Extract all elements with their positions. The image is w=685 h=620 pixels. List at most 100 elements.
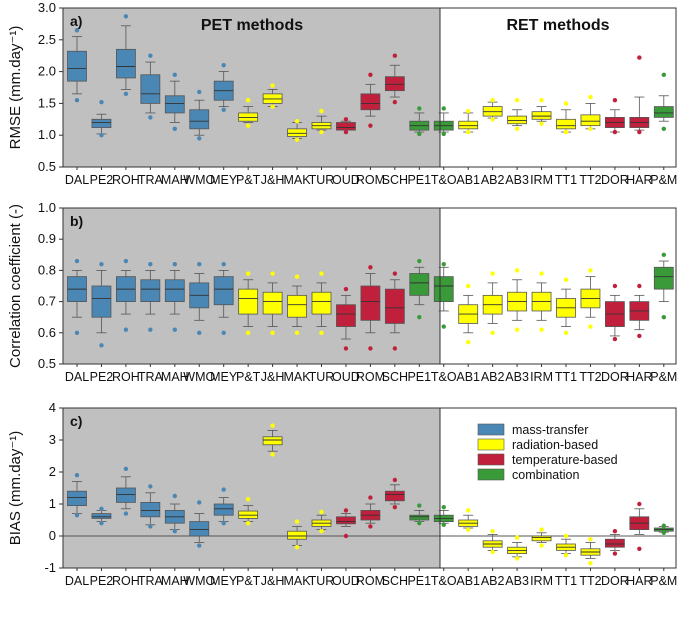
x-tick-label: IRM — [530, 173, 553, 187]
x-tick-label: PE1 — [407, 574, 431, 588]
outlier-mah — [172, 493, 177, 499]
outlier-mah — [172, 126, 177, 132]
box-mah — [164, 279, 185, 303]
outlier-tt1 — [563, 330, 569, 335]
outlier-irm — [539, 527, 544, 532]
outlier-tando — [441, 522, 446, 527]
outlier-mey — [221, 521, 226, 526]
x-tick-label: ROH — [112, 370, 140, 384]
x-tick-label: HAR — [626, 173, 652, 187]
outlier-dor — [612, 129, 618, 135]
outlier-mak — [294, 330, 300, 335]
box-pandm — [653, 266, 674, 290]
x-tick-label: MEY — [210, 370, 238, 384]
outlier-irm — [539, 121, 544, 126]
box-dal — [67, 50, 87, 82]
outlier-pandm — [661, 523, 666, 528]
outlier-pandm — [661, 530, 666, 535]
y-tick-label: 3 — [49, 432, 56, 447]
x-tick-label: MAH — [161, 370, 189, 384]
x-tick-label: TT2 — [579, 574, 601, 588]
y-tick-label: 1 — [49, 496, 56, 511]
outlier-dal — [74, 98, 80, 103]
outlier-pandt — [245, 521, 251, 526]
x-tick-label: TUR — [309, 173, 335, 187]
outlier-pe1 — [417, 131, 422, 137]
outlier-oud — [343, 286, 349, 292]
box-tra — [140, 74, 161, 104]
outlier-tt2 — [588, 268, 593, 273]
outlier-rom — [368, 265, 373, 270]
outlier-wmo — [197, 261, 202, 267]
box-ab1 — [458, 120, 479, 130]
outlier-tur — [319, 330, 324, 335]
outlier-pe2 — [99, 261, 104, 267]
legend-label-mt: mass-transfer — [512, 423, 588, 437]
outlier-mak — [294, 274, 300, 279]
y-tick-label: 2 — [49, 464, 56, 479]
box-jandh — [262, 291, 283, 315]
outlier-tt2 — [588, 94, 593, 100]
y-axis-label: BIAS (mm.day⁻¹) — [7, 431, 24, 546]
y-tick-label: 1.0 — [38, 200, 56, 215]
x-tick-label: PE2 — [90, 173, 114, 187]
x-tick-label: P&M — [650, 173, 677, 187]
x-tick-label: WMO — [183, 574, 215, 588]
x-tick-label: ROM — [356, 370, 385, 384]
x-tick-label: TRA — [138, 574, 164, 588]
outlier-tra — [148, 115, 153, 120]
x-tick-label: AB2 — [481, 370, 505, 384]
outlier-sch — [392, 346, 398, 351]
box-tra — [140, 501, 161, 518]
outlier-mah — [172, 261, 177, 267]
box-mah — [164, 95, 185, 114]
outlier-ab3 — [514, 98, 520, 103]
box-pandm — [653, 106, 674, 118]
x-tick-label: ROM — [356, 173, 385, 187]
y-tick-label: 0.9 — [38, 231, 56, 246]
box-sch — [384, 288, 405, 324]
x-tick-label: P&T — [236, 370, 261, 384]
outlier-wmo — [197, 543, 202, 548]
box-pe2 — [91, 285, 112, 318]
outlier-pe2 — [99, 99, 104, 105]
ret-background — [440, 8, 676, 167]
ret-section-title: RET methods — [506, 17, 609, 34]
y-tick-label: 2.0 — [38, 64, 56, 79]
x-tick-label: T&O — [431, 574, 457, 588]
box-roh — [116, 48, 136, 79]
outlier-tando — [441, 106, 446, 111]
x-tick-label: OUD — [332, 370, 360, 384]
outlier-ab2 — [490, 330, 495, 335]
outlier-irm — [539, 271, 544, 276]
outlier-ab2 — [490, 271, 495, 276]
outlier-jandh — [270, 271, 275, 276]
box-rom — [360, 285, 381, 321]
outlier-mak — [294, 119, 300, 124]
x-tick-label: P&M — [650, 574, 677, 588]
y-tick-label: 4 — [49, 400, 56, 415]
outlier-tra — [148, 327, 153, 332]
box-oud — [336, 304, 356, 327]
x-tick-label: J&H — [261, 370, 285, 384]
x-tick-label: TT2 — [579, 370, 601, 384]
outlier-jandh — [270, 423, 275, 428]
outlier-oud — [343, 533, 349, 539]
outlier-pandt — [245, 98, 251, 103]
x-tick-label: SCH — [382, 173, 408, 187]
outlier-tando — [441, 324, 446, 329]
outlier-har — [637, 546, 642, 551]
outlier-dor — [612, 336, 618, 342]
x-tick-label: ROH — [112, 574, 140, 588]
x-tick-label: AB1 — [456, 574, 480, 588]
box-mey — [213, 276, 234, 306]
outlier-dal — [74, 513, 80, 518]
x-tick-label: MAH — [161, 574, 189, 588]
box-sch — [384, 490, 405, 502]
outlier-wmo — [197, 136, 202, 141]
outlier-pandt — [245, 330, 251, 335]
x-tick-label: P&T — [236, 574, 261, 588]
x-tick-label: ROM — [356, 574, 385, 588]
outlier-jandh — [270, 330, 275, 335]
x-tick-label: DAL — [65, 370, 89, 384]
